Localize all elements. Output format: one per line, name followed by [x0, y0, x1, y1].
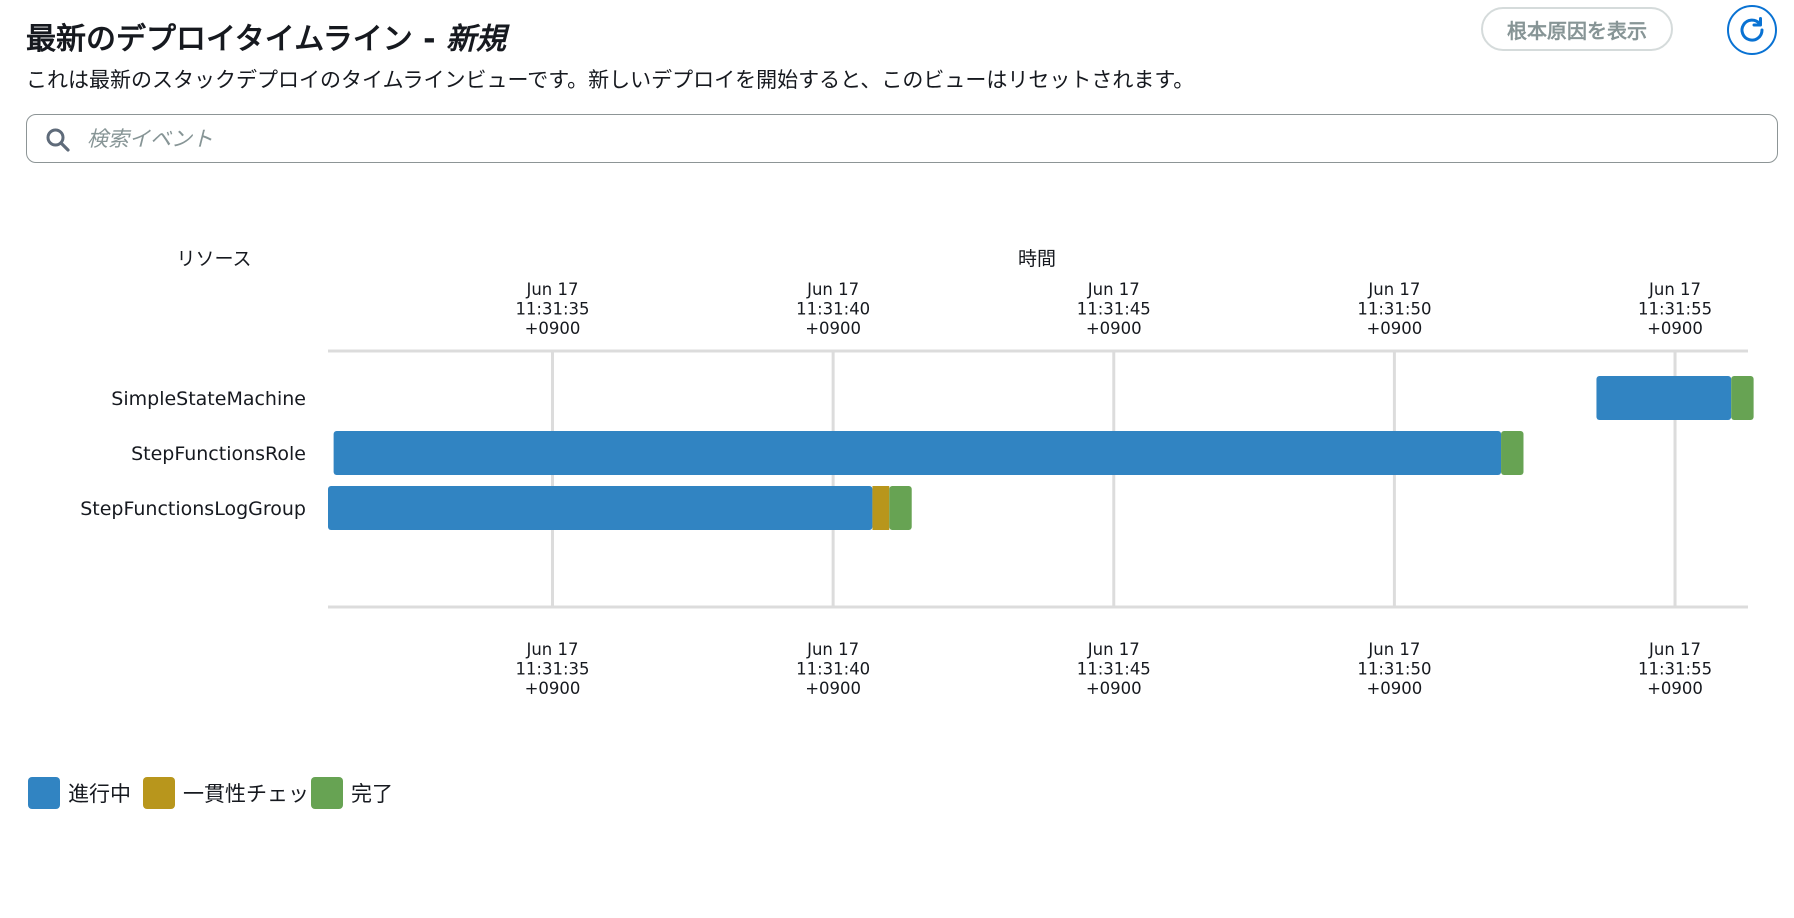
- x-tick-line: Jun 17: [1648, 280, 1701, 299]
- y-axis-title: リソース: [176, 248, 251, 270]
- resource-label: StepFunctionsLogGroup: [80, 498, 306, 520]
- timeline-bar-complete[interactable]: [1731, 376, 1754, 420]
- search-icon: [46, 128, 70, 152]
- page-description: これは最新のスタックデプロイのタイムラインビューです。新しいデプロイを開始すると…: [26, 68, 1195, 92]
- x-tick-line: +0900: [1086, 319, 1142, 338]
- bar-layer: [328, 376, 1754, 530]
- x-tick-line: 11:31:45: [1077, 300, 1151, 319]
- x-tick-label-top: Jun 17 11:31:50 +0900: [1357, 280, 1431, 338]
- resource-label: SimpleStateMachine: [111, 388, 306, 410]
- x-tick-line: +0900: [1366, 679, 1422, 698]
- x-tick-label-bottom: Jun 17 11:31:55 +0900: [1638, 640, 1712, 698]
- x-tick-line: 11:31:55: [1638, 660, 1712, 679]
- timeline-bar-consistency-check[interactable]: [872, 486, 890, 530]
- x-tick-line: Jun 17: [1087, 280, 1140, 299]
- x-tick-line: Jun 17: [806, 280, 859, 299]
- page-title: 最新のデプロイタイムライン - 新規: [26, 14, 506, 58]
- page-header: 最新のデプロイタイムライン - 新規: [26, 8, 1768, 58]
- x-tick-label-top: Jun 17 11:31:55 +0900: [1638, 280, 1712, 338]
- search-input[interactable]: [85, 119, 1749, 159]
- x-tick-line: +0900: [1647, 679, 1703, 698]
- x-tick-label-top: Jun 17 11:31:40 +0900: [796, 280, 870, 338]
- x-tick-line: +0900: [525, 319, 581, 338]
- legend-swatch-consistency-check: [143, 777, 175, 809]
- x-tick-line: Jun 17: [1367, 640, 1420, 659]
- legend-label-consistency-check: 一貫性チェック: [183, 782, 311, 806]
- x-tick-line: +0900: [805, 679, 861, 698]
- x-tick-line: 11:31:40: [796, 300, 870, 319]
- resource-label: StepFunctionsRole: [131, 443, 306, 465]
- x-tick-line: Jun 17: [806, 640, 859, 659]
- x-tick-line: +0900: [805, 319, 861, 338]
- x-tick-line: +0900: [1086, 679, 1142, 698]
- x-tick-line: +0900: [1647, 319, 1703, 338]
- legend-swatch-complete: [311, 777, 343, 809]
- x-tick-line: Jun 17: [1367, 280, 1420, 299]
- x-tick-label-bottom: Jun 17 11:31:40 +0900: [796, 640, 870, 698]
- deployment-state: 新規: [446, 22, 507, 57]
- x-tick-label-top: Jun 17 11:31:35 +0900: [515, 280, 589, 338]
- show-root-cause-button[interactable]: 根本原因を表示: [1481, 7, 1673, 51]
- refresh-button[interactable]: [1727, 5, 1777, 55]
- x-tick-line: +0900: [525, 679, 581, 698]
- grid-layer: [328, 349, 1748, 609]
- x-tick-label-bottom: Jun 17 11:31:45 +0900: [1077, 640, 1151, 698]
- timeline-bar-in-progress[interactable]: [1596, 376, 1732, 420]
- page-title-text: 最新のデプロイタイムライン -: [26, 22, 447, 57]
- x-tick-line: 11:31:55: [1638, 300, 1712, 319]
- timeline-bar-complete[interactable]: [889, 486, 912, 530]
- x-tick-line: 11:31:35: [515, 300, 589, 319]
- timeline-bar-in-progress[interactable]: [333, 431, 1502, 475]
- legend-item-in-progress: 進行中: [28, 775, 131, 811]
- timeline-bar-complete[interactable]: [1501, 431, 1524, 475]
- legend-item-consistency-check: 一貫性チェック: [143, 775, 311, 811]
- timeline-bar-in-progress[interactable]: [328, 486, 873, 530]
- x-tick-line: Jun 17: [1087, 640, 1140, 659]
- timeline-chart: リソース 時間 Jun 17 11:31:35 +0900 Jun 17 11:31:3…: [0, 230, 1794, 730]
- x-tick-line: Jun 17: [525, 280, 578, 299]
- legend-label-in-progress: 進行中: [68, 782, 131, 806]
- x-tick-line: Jun 17: [1648, 640, 1701, 659]
- x-tick-line: 11:31:50: [1357, 660, 1431, 679]
- x-axis-title: 時間: [1018, 248, 1056, 270]
- x-tick-line: +0900: [1366, 319, 1422, 338]
- refresh-icon: [1740, 17, 1764, 42]
- legend-swatch-in-progress: [28, 777, 60, 809]
- legend-label-complete: 完了: [351, 782, 393, 806]
- legend: 進行中 一貫性チェック 完了: [28, 775, 528, 811]
- x-tick-line: 11:31:50: [1357, 300, 1431, 319]
- search-box[interactable]: [26, 114, 1778, 163]
- x-tick-line: 11:31:35: [515, 660, 589, 679]
- legend-item-complete: 完了: [311, 775, 393, 811]
- x-tick-label-bottom: Jun 17 11:31:50 +0900: [1357, 640, 1431, 698]
- x-tick-label-top: Jun 17 11:31:45 +0900: [1077, 280, 1151, 338]
- x-tick-line: 11:31:45: [1077, 660, 1151, 679]
- x-tick-line: Jun 17: [525, 640, 578, 659]
- x-tick-label-bottom: Jun 17 11:31:35 +0900: [515, 640, 589, 698]
- x-tick-line: 11:31:40: [796, 660, 870, 679]
